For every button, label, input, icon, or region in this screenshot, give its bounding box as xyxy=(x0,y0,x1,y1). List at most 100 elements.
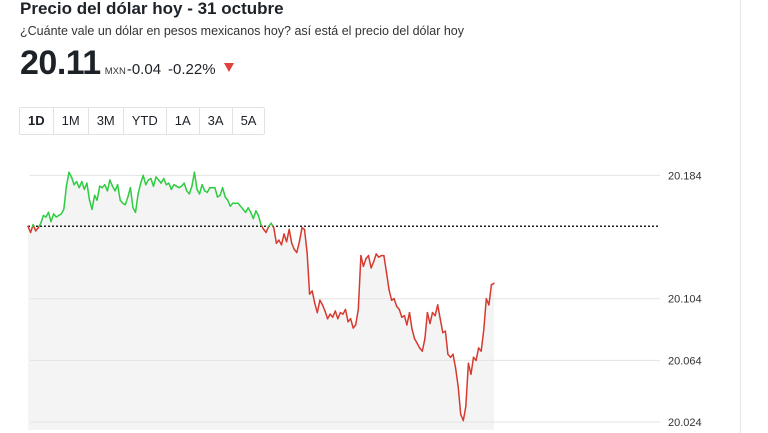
tab-ytd[interactable]: YTD xyxy=(124,108,167,134)
current-price: 20.11 xyxy=(20,44,101,82)
price-line-segment xyxy=(75,180,80,189)
price-line-segment xyxy=(439,317,444,334)
page-title: Precio del dólar hoy - 31 octubre xyxy=(20,0,284,18)
price-line-segment xyxy=(372,253,377,263)
price-line-segment xyxy=(362,257,367,268)
price-line-segment xyxy=(280,233,285,246)
price-line-segment xyxy=(96,185,101,201)
price-line-segment xyxy=(183,182,188,192)
price-change: -0.04 xyxy=(126,61,162,78)
price-line-segment xyxy=(367,254,372,269)
price-line-segment xyxy=(385,271,390,291)
price-line-segment xyxy=(429,311,434,325)
price-line-segment xyxy=(219,186,224,197)
page-subtitle: ¿Cuánte vale un dólar en pesos mexicanos… xyxy=(20,24,465,38)
price-line-segment xyxy=(303,228,308,254)
price-line-segment xyxy=(193,171,198,191)
price-line-segment xyxy=(255,210,260,217)
price-line-segment xyxy=(226,199,232,207)
price-line-segment xyxy=(426,311,431,325)
currency-code: MXN xyxy=(104,66,126,77)
price-line-segment xyxy=(68,171,73,178)
price-line-segment xyxy=(436,304,441,320)
y-tick-label: 20.064 xyxy=(668,355,702,367)
price-line-segment xyxy=(316,299,321,314)
price-line-segment xyxy=(321,304,326,312)
price-line-segment xyxy=(349,317,354,329)
price-change-percent: -0.22% xyxy=(168,61,216,78)
price-line-segment xyxy=(273,227,278,244)
price-line-segment xyxy=(475,347,480,362)
price-line-segment xyxy=(150,177,155,187)
price-line-segment xyxy=(188,185,193,195)
price-line-segment xyxy=(383,254,388,274)
price-line-segment xyxy=(334,310,339,320)
price-line-segment xyxy=(398,308,403,318)
price-line-segment xyxy=(296,240,301,254)
right-divider xyxy=(740,0,741,433)
price-line-segment xyxy=(311,290,316,305)
price-line-segment xyxy=(70,176,75,186)
price-line-segment xyxy=(244,207,249,214)
price-line-segment xyxy=(40,214,45,224)
tab-1a[interactable]: 1A xyxy=(167,108,200,134)
price-line-segment xyxy=(290,242,296,251)
price-line-segment xyxy=(462,405,467,422)
price-line-segment xyxy=(285,228,290,243)
price-line-segment xyxy=(116,183,121,201)
price-line-segment xyxy=(47,211,52,223)
y-tick-label: 20.024 xyxy=(668,417,702,429)
price-line-segment xyxy=(319,299,324,306)
price-line-segment xyxy=(221,186,226,198)
price-line-segment xyxy=(91,194,96,211)
tab-3a[interactable]: 3A xyxy=(200,108,233,134)
price-line-segment xyxy=(168,182,173,191)
price-line-segment xyxy=(162,177,168,186)
y-tick-label: 20.104 xyxy=(668,294,702,306)
tab-3m[interactable]: 3M xyxy=(89,108,124,134)
range-tabs: 1D 1M 3M YTD 1A 3A 5A xyxy=(19,107,266,135)
price-line-segment xyxy=(408,311,413,331)
price-line-segment xyxy=(257,214,262,226)
price-line-segment xyxy=(152,176,157,187)
price-line-segment xyxy=(452,353,457,369)
price-chart[interactable]: 20.184 20.104 20.064 20.024 xyxy=(0,140,740,433)
price-line-segment xyxy=(470,356,475,375)
price-line-segment xyxy=(142,174,147,186)
tab-5a[interactable]: 5A xyxy=(240,113,257,128)
price-line-segment xyxy=(306,251,311,295)
price-line-segment xyxy=(480,328,485,352)
price-line-segment xyxy=(360,254,365,268)
price-line-segment xyxy=(29,225,34,234)
price-line-segment xyxy=(106,179,111,192)
price-line-segment xyxy=(326,313,331,320)
price-line-segment xyxy=(60,208,65,215)
price-line-segment xyxy=(265,225,270,234)
tab-1d[interactable]: 1D xyxy=(20,108,54,134)
price-line-segment xyxy=(416,342,421,349)
price-line-segment xyxy=(198,183,203,195)
quote-summary: 20.11 MXN -0.04 -0.22% xyxy=(20,44,234,84)
price-line-segment xyxy=(214,186,219,198)
price-line-segment xyxy=(411,328,416,340)
chart-area-fill xyxy=(28,172,494,431)
price-line-segment xyxy=(50,213,55,223)
price-line-segment xyxy=(170,183,175,191)
price-line-segment xyxy=(298,227,303,243)
price-line-segment xyxy=(454,367,459,388)
price-line-segment xyxy=(63,185,68,211)
price-line-segment xyxy=(483,297,488,331)
price-line-segment xyxy=(413,338,418,345)
price-line-segment xyxy=(137,182,142,195)
price-line-segment xyxy=(206,186,211,194)
price-line-segment xyxy=(444,330,449,355)
price-line-segment xyxy=(134,193,139,214)
price-line-segment xyxy=(288,228,293,244)
price-line-segment xyxy=(81,180,86,191)
tab-1m[interactable]: 1M xyxy=(54,108,89,134)
price-line-segment xyxy=(388,288,393,301)
down-arrow-icon xyxy=(223,63,234,72)
y-tick-label: 20.184 xyxy=(668,170,702,182)
price-line-segment xyxy=(145,179,150,186)
